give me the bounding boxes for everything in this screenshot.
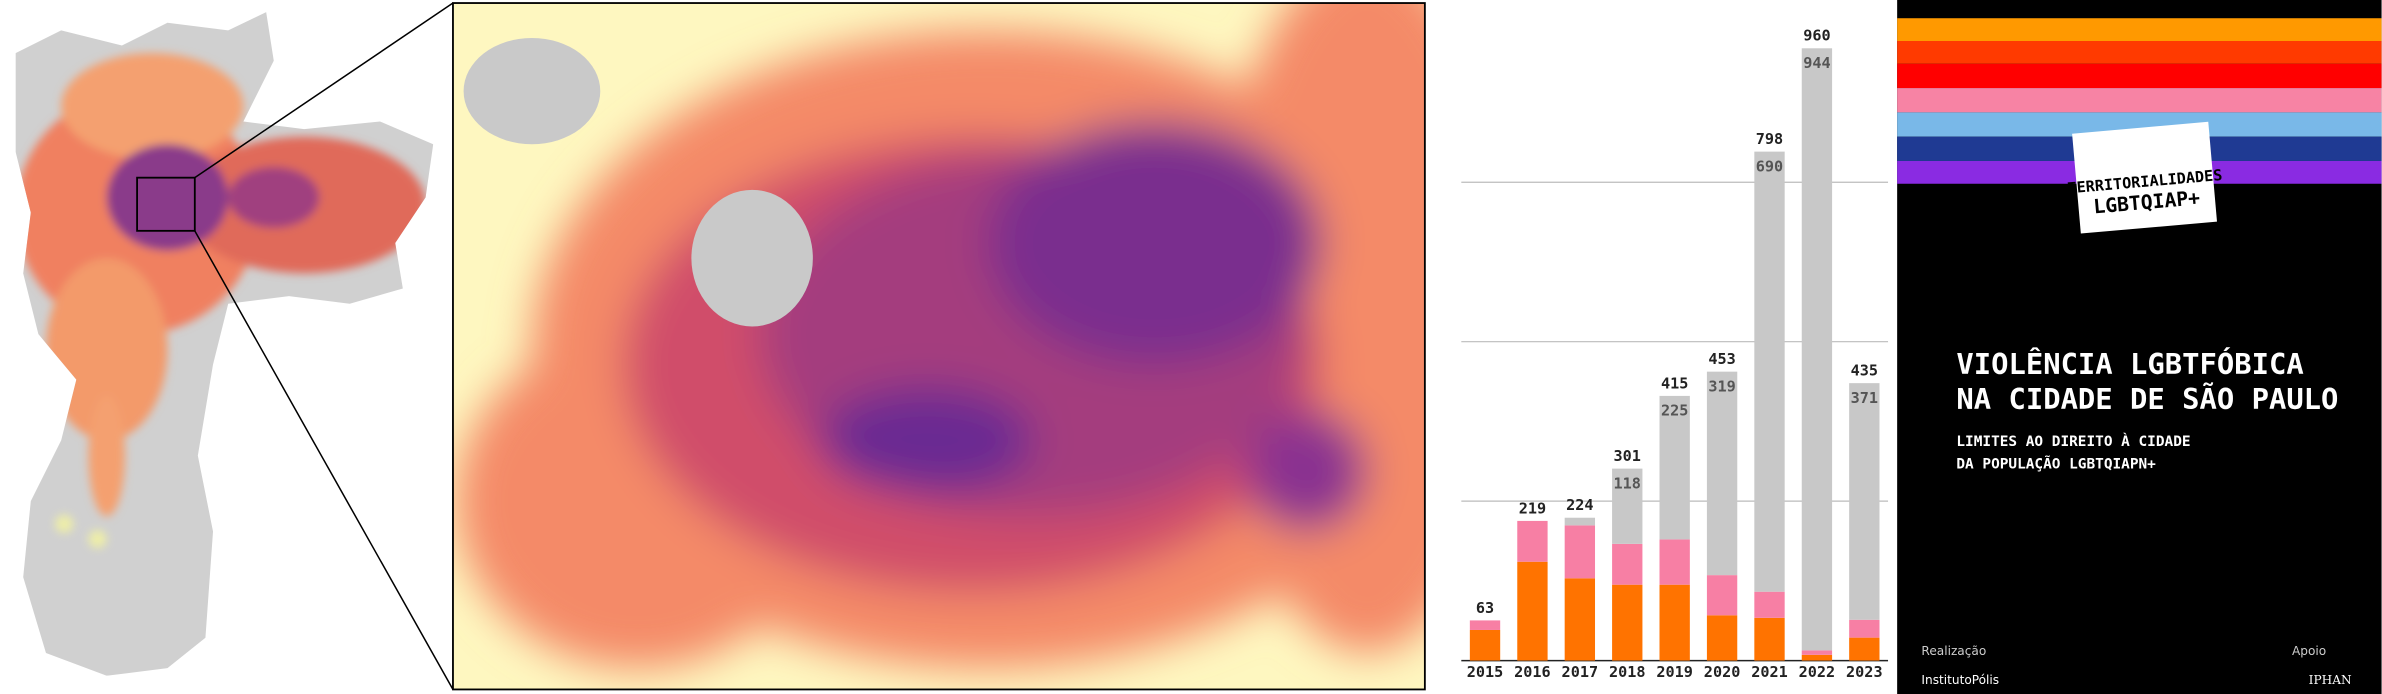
bar-segment [1564, 525, 1596, 579]
cover-subtitle: LIMITES AO DIREITO À CIDADE [1956, 432, 2190, 450]
zoom-map [452, 3, 1425, 690]
segment-label: 319 [1708, 377, 1735, 395]
x-tick-label: 2019 [1656, 663, 1693, 681]
cover-title: VIOLÊNCIA LGBTFÓBICA [1956, 347, 2303, 381]
bar-segment [1801, 48, 1833, 651]
total-label: 435 [1851, 361, 1878, 379]
bar-segment [1659, 539, 1690, 585]
bar-segment [1801, 654, 1833, 661]
x-tick-label: 2020 [1704, 663, 1741, 681]
bar-segment [1706, 371, 1738, 576]
bar-segment [1612, 584, 1643, 661]
bar-segment [1754, 151, 1785, 592]
bar-segment [1612, 543, 1643, 585]
total-label: 415 [1661, 374, 1688, 392]
bar-segment [1564, 517, 1596, 526]
bar-segment [1706, 615, 1738, 661]
bar-segment [1659, 395, 1690, 540]
bar-segment [1612, 468, 1643, 544]
bar-segment [1754, 617, 1785, 661]
cover-subtitle: DA POPULAÇÃO LGBTQIAPN+ [1956, 456, 2156, 473]
segment-label: 690 [1756, 157, 1783, 175]
x-tick-label: 2015 [1467, 663, 1504, 681]
bar-segment [1849, 619, 1880, 638]
total-label: 453 [1708, 350, 1735, 368]
total-label: 798 [1756, 130, 1783, 148]
bar-segment [1659, 584, 1690, 661]
x-tick-label: 2023 [1846, 663, 1883, 681]
total-label: 301 [1614, 447, 1641, 465]
segment-label: 225 [1661, 402, 1688, 420]
x-tick-label: 2021 [1751, 663, 1788, 681]
zoom-frame [452, 2, 1426, 691]
bar-segment [1849, 637, 1880, 661]
bar-segment [1517, 561, 1548, 661]
x-tick-label: 2016 [1514, 663, 1551, 681]
bar-segment [1706, 575, 1738, 616]
bar-chart: 63 2015 219 2016 224 2017 118 301 2018 225 415 2019… [1461, 27, 1889, 681]
credit-label: Apoio [2292, 644, 2326, 658]
segment-label: 118 [1614, 474, 1641, 492]
bar-segment [1849, 383, 1880, 620]
x-tick-label: 2017 [1562, 663, 1599, 681]
cover-title: NA CIDADE DE SÃO PAULO [1956, 382, 2338, 416]
logo: IPHAN [2309, 673, 2352, 687]
bar-segment [1469, 620, 1501, 630]
segment-label: 371 [1851, 389, 1878, 407]
total-label: 219 [1519, 499, 1546, 517]
city-map [15, 2, 454, 690]
total-label: 224 [1566, 496, 1593, 514]
x-tick-label: 2018 [1609, 663, 1646, 681]
cover: TERRITORIALIDADES LGBTQIAP+ VIOLÊNCIA LG… [1897, 0, 2382, 694]
bar-segment [1801, 650, 1833, 655]
bar-segment [1754, 591, 1785, 618]
x-tick-label: 2022 [1799, 663, 1836, 681]
segment-label: 944 [1803, 54, 1830, 72]
bar-segment [1517, 520, 1548, 562]
total-label: 960 [1803, 27, 1830, 45]
credit-label: Realização [1921, 644, 1986, 658]
bar-segment [1469, 629, 1501, 661]
total-label: 63 [1476, 599, 1494, 617]
logo: InstitutoPólis [1921, 673, 1999, 687]
bar-segment [1564, 578, 1596, 661]
